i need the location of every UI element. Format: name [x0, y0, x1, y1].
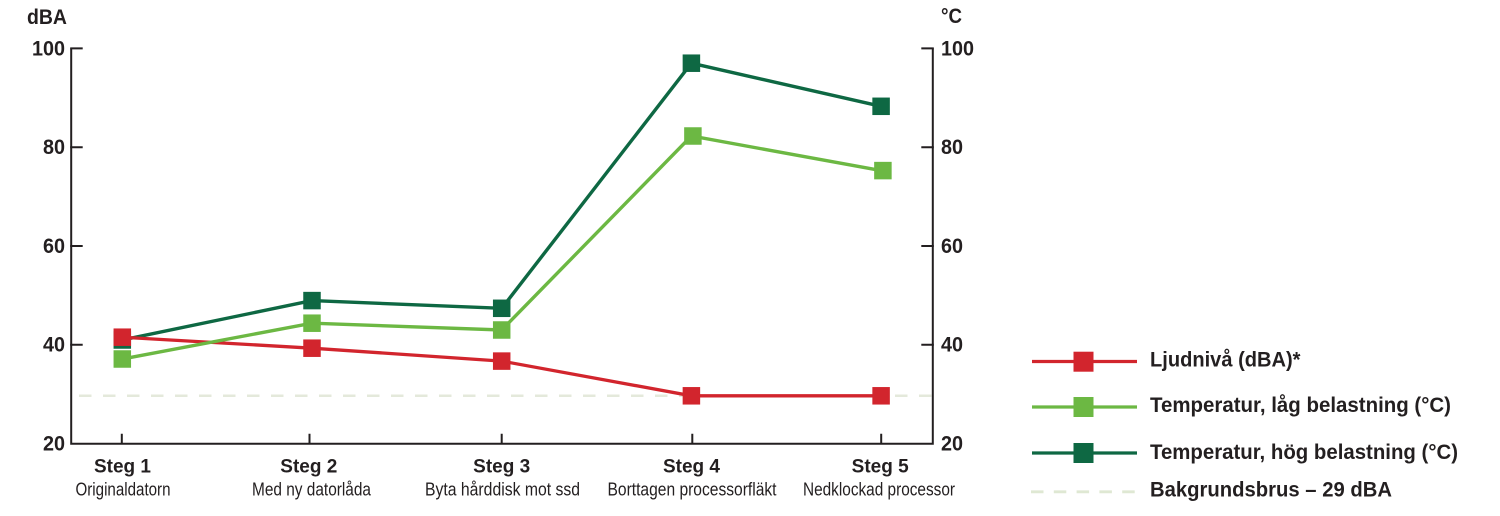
svg-text:Steg 5: Steg 5	[852, 457, 909, 478]
svg-text:Temperatur, hög belastning (°C: Temperatur, hög belastning (°C)	[1150, 441, 1458, 464]
svg-text:Steg 3: Steg 3	[473, 457, 530, 478]
svg-text:Steg 2: Steg 2	[280, 457, 337, 478]
svg-text:Temperatur, låg belastning (°C: Temperatur, låg belastning (°C)	[1150, 394, 1451, 417]
svg-text:20: 20	[941, 433, 963, 456]
svg-text:Byta hårddisk mot ssd: Byta hårddisk mot ssd	[425, 479, 580, 500]
svg-text:Ljudnivå (dBA)*: Ljudnivå (dBA)*	[1150, 349, 1301, 372]
svg-text:40: 40	[43, 334, 65, 357]
svg-text:80: 80	[941, 136, 963, 159]
svg-text:Steg 1: Steg 1	[94, 457, 151, 478]
svg-text:40: 40	[941, 334, 963, 357]
svg-text:Borttagen processorfläkt: Borttagen processorfläkt	[608, 479, 777, 500]
svg-text:100: 100	[32, 37, 65, 60]
svg-text:20: 20	[43, 433, 65, 456]
svg-text:Bakgrundsbrus – 29 dBA: Bakgrundsbrus – 29 dBA	[1150, 479, 1392, 502]
svg-text:60: 60	[941, 235, 963, 258]
svg-text:Med ny datorlåda: Med ny datorlåda	[252, 479, 372, 500]
svg-text:100: 100	[941, 37, 974, 60]
svg-text:°C: °C	[941, 5, 962, 28]
svg-text:Nedklockad processor: Nedklockad processor	[803, 479, 955, 500]
svg-text:60: 60	[43, 235, 65, 258]
svg-text:Originaldatorn: Originaldatorn	[76, 479, 171, 500]
svg-text:80: 80	[43, 136, 65, 159]
svg-text:dBA: dBA	[27, 6, 67, 29]
svg-text:Steg 4: Steg 4	[663, 457, 720, 478]
